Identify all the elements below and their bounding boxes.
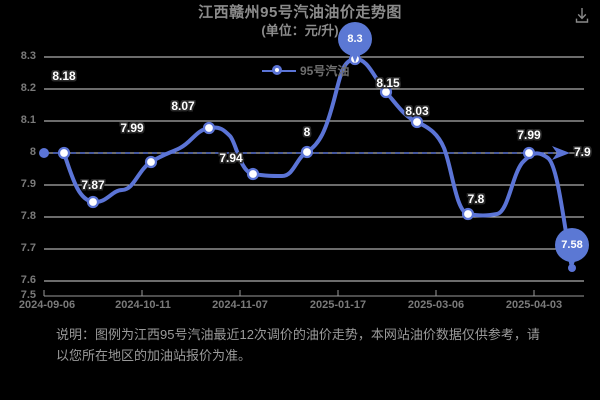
download-icon[interactable] <box>572 6 592 26</box>
point-label-2: 7.99 <box>120 121 144 135</box>
point-label-5: 8 <box>303 125 311 139</box>
point-label-3: 8.07 <box>171 99 195 113</box>
point-label-0: 8.18 <box>52 69 76 83</box>
y-tick-6: 7.7 <box>20 242 36 254</box>
y-tick-7: 7.6 <box>20 274 36 286</box>
peak-pin-marker[interactable]: 8.3 <box>338 22 372 66</box>
point-label-9: 7.8 <box>467 192 485 206</box>
x-tick-5: 2025-04-03 <box>505 299 563 311</box>
x-tick-2: 2024-11-07 <box>212 299 268 311</box>
grid-lines <box>44 56 584 282</box>
point-label-8: 8.03 <box>405 104 429 118</box>
series-points <box>57 52 576 272</box>
point-label-7: 8.15 <box>376 76 400 90</box>
average-line-label: 7.9 <box>574 145 591 159</box>
y-tick-0: 8.3 <box>20 50 36 62</box>
last-pin-value: 7.58 <box>561 239 583 251</box>
last-pin-marker[interactable]: 7.58 <box>555 228 589 272</box>
chart-legend[interactable]: 95号汽油 <box>262 62 349 79</box>
legend-marker-icon <box>262 64 296 78</box>
peak-pin-value: 8.3 <box>347 33 363 45</box>
point-label-4: 7.94 <box>219 151 243 165</box>
y-tick-1: 8.2 <box>20 82 36 94</box>
chart-note: 说明：图例为江西95号汽油最近12次调价的油价走势，本网站油价数据仅供参考，请以… <box>56 327 540 363</box>
series-line-95 <box>62 57 574 270</box>
legend-label: 95号汽油 <box>300 64 350 78</box>
y-tick-3: 8 <box>29 146 36 158</box>
average-line <box>39 146 570 160</box>
y-tick-8: 7.5 <box>20 289 36 301</box>
point-label-10: 7.99 <box>517 128 541 142</box>
y-tick-2: 8.1 <box>20 114 36 126</box>
peak-pin-bubble-icon: 8.3 <box>338 22 372 56</box>
page-title: 江西赣州95号汽油油价走势图 <box>198 4 402 21</box>
x-tick-4: 2025-03-06 <box>407 299 465 311</box>
x-tick-1: 2024-10-11 <box>115 299 171 311</box>
y-tick-4: 7.9 <box>20 178 36 190</box>
point-label-1: 7.87 <box>81 178 105 192</box>
x-tick-3: 2025-01-17 <box>309 299 367 311</box>
y-tick-5: 7.8 <box>20 210 36 222</box>
last-pin-bubble-icon: 7.58 <box>555 228 589 262</box>
x-axis-line <box>43 290 584 297</box>
page-subtitle: (单位：元/升) <box>261 23 339 38</box>
x-tick-0: 2024-09-06 <box>18 299 76 311</box>
